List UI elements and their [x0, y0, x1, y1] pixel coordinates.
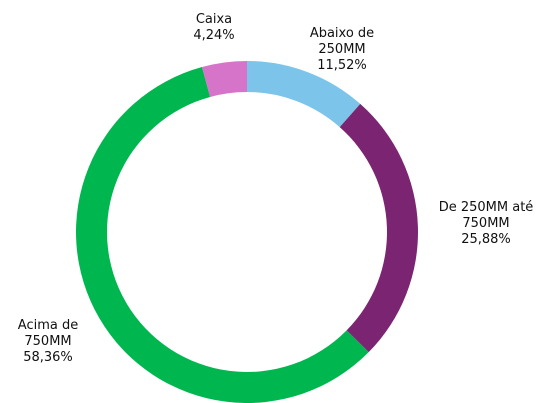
category-label: De 250MM até 750MM: [438, 200, 534, 231]
donut-segment: [201, 61, 247, 97]
value-label: 11,52%: [317, 58, 367, 73]
segment-label: Abaixo de 250MM 11,52%: [302, 26, 382, 74]
value-label: 4,24%: [193, 28, 235, 43]
segment-label: Acima de 750MM 58,36%: [8, 318, 88, 366]
value-label: 25,88%: [461, 232, 511, 247]
category-label: Abaixo de 250MM: [309, 26, 375, 57]
donut-segment: [76, 67, 369, 403]
segment-label: De 250MM até 750MM 25,88%: [430, 200, 542, 248]
donut-segment: [339, 103, 418, 353]
donut-segment: [247, 61, 361, 128]
value-label: 58,36%: [23, 350, 73, 365]
category-label: Acima de 750MM: [17, 318, 79, 349]
category-label: Caixa: [195, 12, 233, 27]
segment-label: Caixa 4,24%: [174, 12, 254, 44]
